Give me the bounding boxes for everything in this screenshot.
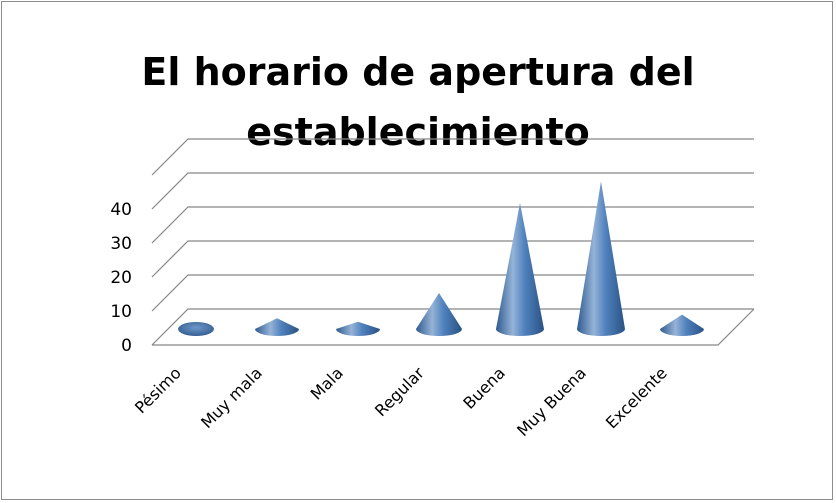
cone-series [178,181,704,336]
y-tick-label: 20 [110,268,132,288]
cone-7 [660,314,704,336]
x-tick-label: Excelente [602,363,671,432]
cone-body [660,314,704,336]
chart-title-line-1: El horario de apertura del [141,50,695,94]
cone-2 [255,318,299,336]
cone-body [336,321,380,336]
gridline [151,138,754,176]
y-tick-label: 40 [110,200,132,220]
y-axis-ticks: 0 10 20 30 40 [110,200,132,356]
x-axis-ticks: Pésimo Muy mala Mala Regular Buena Muy Buena E… [131,363,671,440]
y-tick-label: 10 [110,302,132,322]
cone-1 [178,322,214,336]
floor-edge [152,308,755,346]
cone-4 [416,293,462,336]
gridline [151,274,754,312]
gridline [151,206,754,244]
cone-body [496,203,544,336]
x-tick-label: Buena [459,363,508,412]
chart-title: El horario de apertura del establecimien… [2,42,834,162]
x-tick-label: Muy Buena [513,363,590,440]
x-tick-label: Regular [371,363,428,420]
x-tick-label: Mala [307,363,347,403]
gridline [151,172,754,210]
cone-body [255,318,299,336]
gridlines [151,138,755,346]
cone-body [416,293,462,336]
gridline [151,240,754,278]
x-tick-label: Pésimo [131,363,185,417]
y-tick-label: 30 [110,234,132,254]
y-tick-label: 0 [121,336,132,356]
gridline [151,308,754,346]
x-tick-label: Muy mala [197,363,266,432]
cone-6 [577,181,625,336]
cone-5 [496,203,544,336]
chart-title-line-2: establecimiento [246,110,590,154]
cone-body [577,181,625,336]
cone-base [178,322,214,336]
cone-3 [336,321,380,336]
